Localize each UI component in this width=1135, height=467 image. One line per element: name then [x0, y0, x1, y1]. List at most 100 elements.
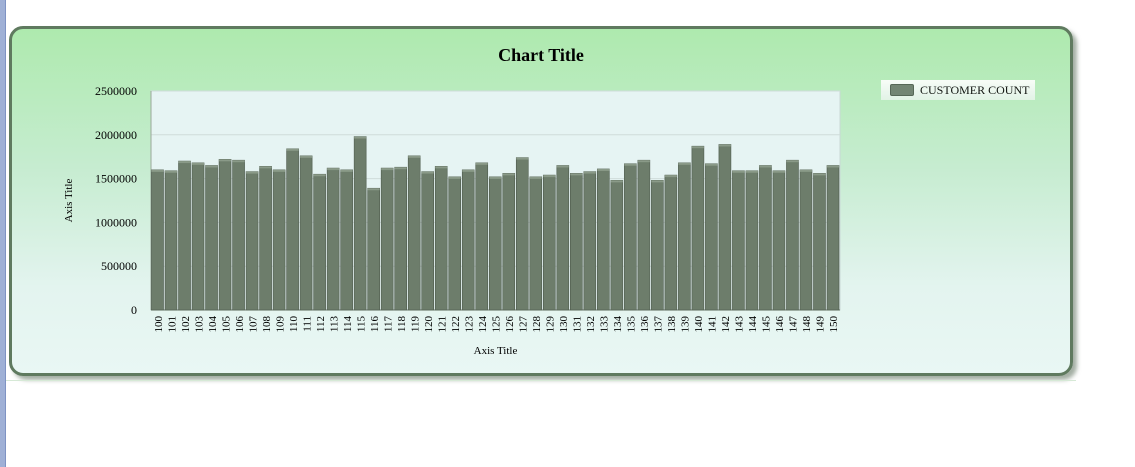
x-tick-label: 101 [166, 316, 178, 333]
y-tick-label: 2500000 [95, 84, 137, 98]
bar [245, 171, 259, 311]
bar [502, 173, 516, 311]
x-tick-label: 119 [409, 316, 421, 333]
x-tick-label: 110 [288, 316, 300, 333]
bar [651, 180, 664, 311]
x-tick-label: 122 [450, 316, 462, 333]
bar [718, 144, 732, 311]
x-tick-label: 135 [626, 316, 638, 333]
bar-top [610, 180, 623, 183]
x-tick-label: 147 [788, 316, 800, 333]
bar-top [151, 169, 164, 172]
bar [732, 170, 745, 311]
x-tick-label: 141 [707, 316, 719, 333]
window-left-edge [0, 0, 6, 467]
bar [745, 170, 759, 311]
bar [205, 165, 218, 311]
bar-top [327, 168, 340, 171]
x-tick-label: 146 [774, 316, 786, 333]
bar [488, 176, 502, 311]
bar [570, 173, 583, 311]
bar [813, 173, 826, 311]
bar-top [826, 165, 839, 168]
bar [786, 159, 799, 311]
bar-top [624, 163, 637, 166]
bar [461, 169, 475, 311]
bottom-divider [6, 380, 1076, 381]
x-tick-label: 148 [801, 316, 813, 333]
bar [299, 155, 313, 311]
bar [218, 159, 232, 311]
x-tick-label: 111 [301, 316, 313, 332]
x-tick-label: 144 [747, 316, 759, 333]
bar-top [651, 180, 664, 183]
x-tick-label: 150 [828, 316, 840, 333]
bar-top [489, 176, 502, 179]
bar-top [664, 175, 677, 178]
y-tick-label: 1000000 [95, 215, 137, 229]
bar-top [691, 146, 704, 149]
bar-top [543, 175, 556, 178]
bar-top [475, 162, 488, 165]
x-tick-label: 125 [491, 316, 503, 333]
x-tick-label: 133 [599, 316, 611, 333]
bar-top [678, 162, 691, 165]
bar-top [759, 165, 772, 168]
bar [394, 166, 407, 311]
bar-top [637, 160, 650, 163]
bar [515, 157, 529, 311]
bar-top [313, 174, 326, 177]
x-tick-label: 114 [342, 316, 354, 333]
bar-top [799, 169, 812, 172]
legend-label: CUSTOMER COUNT [920, 82, 1030, 97]
bar-top [286, 148, 299, 151]
bar-top [354, 136, 367, 139]
bar-top [772, 170, 785, 173]
bar-top [462, 169, 475, 172]
x-tick-label: 126 [504, 315, 516, 332]
x-tick-label: 129 [545, 316, 557, 333]
x-tick-label: 149 [815, 316, 827, 333]
x-tick-label: 120 [423, 316, 435, 333]
y-tick-label: 0 [131, 303, 137, 317]
bar [664, 174, 678, 311]
bar-top [259, 166, 272, 169]
x-tick-label: 103 [193, 316, 205, 333]
bar-top [732, 170, 745, 173]
x-tick-label: 128 [531, 316, 543, 333]
bar [799, 169, 813, 311]
bar-top [394, 167, 407, 170]
bar [624, 163, 637, 311]
bar [583, 171, 597, 311]
bar-top [516, 157, 529, 160]
bar [151, 169, 164, 311]
bar-top [421, 171, 434, 174]
bar-top [556, 165, 569, 168]
x-tick-label: 104 [207, 316, 219, 333]
x-tick-label: 106 [234, 316, 246, 333]
bar [542, 174, 556, 311]
bar-top [435, 166, 448, 169]
x-tick-label: 121 [436, 316, 448, 333]
x-tick-label: 117 [382, 316, 394, 333]
bar [772, 170, 786, 311]
bar-top [813, 173, 826, 176]
x-tick-label: 105 [220, 316, 232, 333]
chart-legend: CUSTOMER COUNT [881, 80, 1035, 100]
x-tick-label: 109 [274, 316, 286, 333]
bar-top [502, 173, 515, 176]
bar-top [219, 159, 232, 162]
bar-top [597, 168, 610, 171]
bar-top [232, 160, 245, 163]
bar-top [448, 176, 461, 179]
bar [421, 171, 435, 311]
bar [759, 165, 772, 311]
x-tick-label: 102 [180, 316, 192, 333]
bar [678, 162, 691, 311]
bar-top [570, 173, 583, 176]
x-tick-label: 143 [734, 316, 746, 333]
x-tick-label: 142 [720, 316, 732, 333]
bar-top [529, 176, 542, 179]
bar [286, 148, 299, 311]
